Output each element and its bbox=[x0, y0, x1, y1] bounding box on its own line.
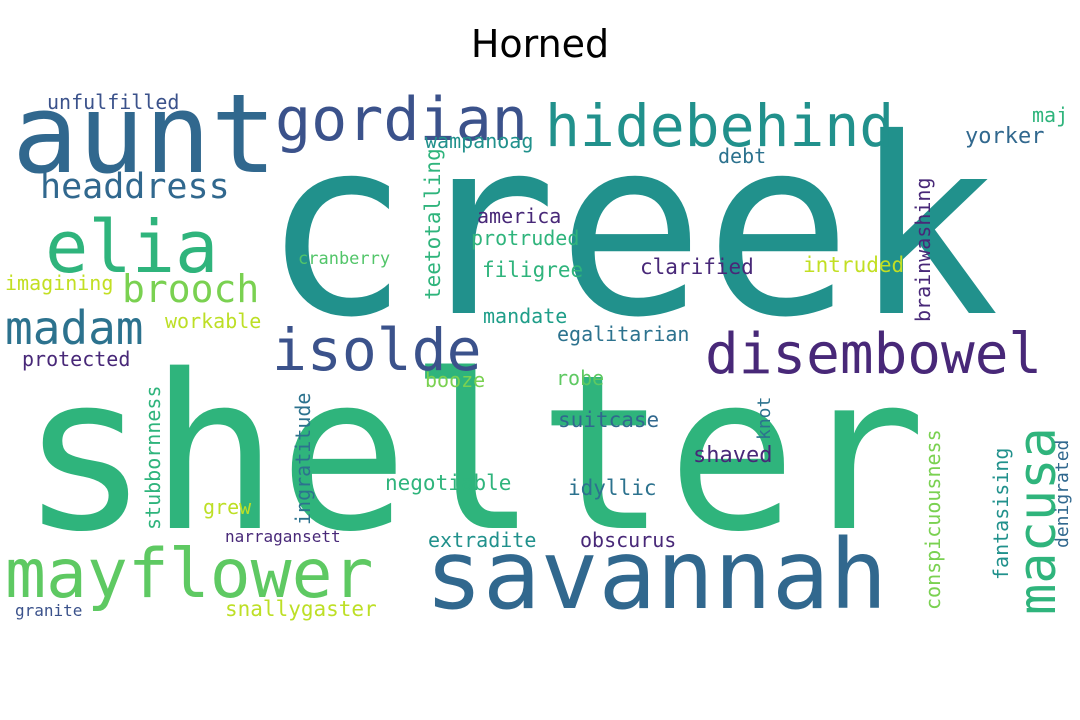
word-denigrated: denigrated bbox=[1052, 440, 1073, 548]
word-savannah: savannah bbox=[425, 519, 887, 631]
chart-title: Horned bbox=[470, 22, 610, 66]
word-unfulfilled: unfulfilled bbox=[47, 90, 179, 114]
word-obscurus: obscurus bbox=[580, 528, 676, 552]
word-snallygaster: snallygaster bbox=[225, 597, 377, 621]
word-teetotalling: teetotalling bbox=[421, 148, 445, 300]
word-clarified: clarified bbox=[640, 255, 754, 279]
word-protected: protected bbox=[22, 347, 130, 371]
word-yorker: yorker bbox=[965, 124, 1044, 149]
word-mandate: mandate bbox=[483, 304, 567, 328]
word-mayflower: mayflower bbox=[5, 535, 373, 614]
word-stubbornness: stubbornness bbox=[141, 386, 165, 531]
word-imagining: imagining bbox=[5, 271, 113, 295]
word-brainwashing: brainwashing bbox=[911, 178, 935, 323]
word-suitcase: suitcase bbox=[558, 408, 659, 432]
word-creek: creek bbox=[262, 86, 1000, 371]
word-extradite: extradite bbox=[428, 528, 536, 552]
word-granite: granite bbox=[15, 601, 82, 620]
word-conspicuousness: conspicuousness bbox=[921, 429, 945, 610]
word-idyllic: idyllic bbox=[568, 476, 657, 500]
word-narragansett: narragansett bbox=[225, 527, 341, 546]
word-workable: workable bbox=[165, 309, 261, 333]
word-isolde: isolde bbox=[272, 316, 482, 384]
word-ingratitude: ingratitude bbox=[291, 393, 315, 525]
word-maj: maj bbox=[1032, 103, 1068, 127]
word-knot: knot bbox=[754, 397, 775, 440]
word-cranberry: cranberry bbox=[298, 249, 390, 269]
word-america: america bbox=[477, 204, 561, 228]
word-madam: madam bbox=[5, 301, 143, 355]
word-hidebehind: hidebehind bbox=[545, 92, 894, 160]
word-booze: booze bbox=[425, 368, 485, 392]
word-debt: debt bbox=[718, 144, 766, 168]
word-elia: elia bbox=[45, 205, 218, 289]
word-filigree: filigree bbox=[482, 258, 583, 282]
word-shelter: shelter bbox=[20, 328, 926, 579]
word-macusa: macusa bbox=[1008, 427, 1068, 615]
word-negotiable: negotiable bbox=[385, 471, 511, 495]
word-protruded: protruded bbox=[471, 226, 579, 250]
word-fantasising: fantasising bbox=[989, 448, 1013, 580]
word-gordian: gordian bbox=[275, 85, 528, 155]
word-robe: robe bbox=[556, 366, 604, 390]
word-disembowel: disembowel bbox=[705, 322, 1042, 387]
word-egalitarian: egalitarian bbox=[557, 322, 689, 346]
word-intruded: intruded bbox=[803, 253, 904, 277]
word-brooch: brooch bbox=[122, 267, 259, 311]
word-shaved: shaved bbox=[693, 443, 772, 468]
word-headdress: headdress bbox=[40, 167, 230, 207]
word-grew: grew bbox=[203, 495, 252, 519]
word-aunt: aunt bbox=[12, 70, 277, 198]
word-wampanoag: wampanoag bbox=[425, 129, 533, 153]
